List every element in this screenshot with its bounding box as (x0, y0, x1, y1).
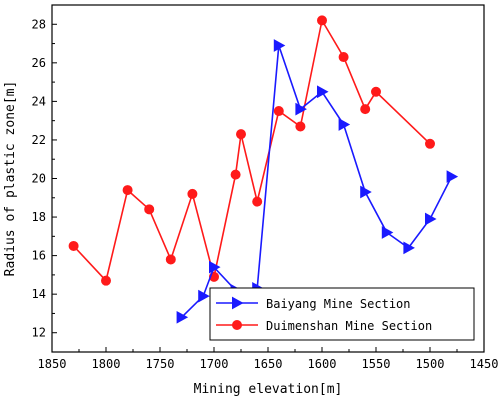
legend-marker (232, 320, 242, 330)
data-point (403, 241, 415, 255)
data-point (338, 118, 351, 131)
legend-label: Duimenshan Mine Section (266, 319, 432, 333)
data-point (144, 204, 155, 215)
data-point (317, 85, 329, 99)
legend: Baiyang Mine Section Duimenshan Mine Sect… (209, 287, 475, 341)
x-tick-label: 1800 (92, 357, 121, 371)
legend-label: Baiyang Mine Section (266, 297, 411, 311)
data-point (295, 102, 307, 116)
data-point (101, 275, 111, 286)
y-axis-title: Radius of plastic zone[m] (3, 81, 18, 277)
x-tick-label: 1850 (38, 357, 67, 371)
x-tick-label: 1550 (362, 357, 391, 371)
data-point (176, 310, 189, 324)
data-point (360, 185, 372, 199)
data-point (371, 86, 381, 97)
x-axis-title: Mining elevation[m] (194, 382, 343, 397)
x-tick-label: 1750 (146, 357, 175, 371)
series-baiyang (176, 39, 459, 324)
x-tick-label: 1500 (416, 357, 445, 371)
data-point (209, 260, 221, 274)
data-point (317, 15, 327, 26)
series-duimenshan (68, 15, 435, 286)
y-tick-label: 20 (32, 172, 46, 186)
data-point (425, 212, 437, 226)
data-point (273, 39, 286, 52)
y-tick-label: 24 (32, 94, 46, 108)
y-tick-label: 14 (32, 287, 46, 301)
data-point (360, 104, 371, 115)
y-tick-label: 22 (32, 133, 46, 147)
data-point (425, 138, 435, 149)
data-point (187, 188, 198, 199)
legend-marker (232, 296, 244, 310)
series-line (73, 18, 431, 283)
x-tick-label: 1650 (254, 357, 283, 371)
legend-box (209, 287, 475, 341)
data-point (273, 106, 284, 117)
x-tick-label: 1700 (200, 357, 229, 371)
data-point (236, 129, 246, 140)
x-tick-label: 1600 (308, 357, 337, 371)
series-layer (68, 15, 459, 324)
y-tick-label: 12 (32, 326, 46, 340)
data-point (381, 226, 394, 239)
x-tick-label: 1450 (470, 357, 498, 371)
y-tick-label: 28 (32, 17, 46, 31)
data-point (295, 121, 306, 132)
y-tick-label: 26 (32, 56, 46, 70)
y-tick-label: 18 (32, 210, 46, 224)
data-point (338, 52, 349, 63)
series-line (181, 45, 453, 318)
data-point (252, 196, 263, 207)
data-point (165, 254, 176, 265)
data-point (446, 170, 459, 183)
axes: 1850 1800 1750 1700 1650 1600 1550 1500 1450 12 14… (32, 4, 498, 371)
y-tick-label: 16 (32, 249, 46, 263)
data-point (230, 169, 241, 180)
data-point (122, 185, 133, 196)
data-point (68, 240, 79, 251)
data-point (198, 289, 210, 303)
